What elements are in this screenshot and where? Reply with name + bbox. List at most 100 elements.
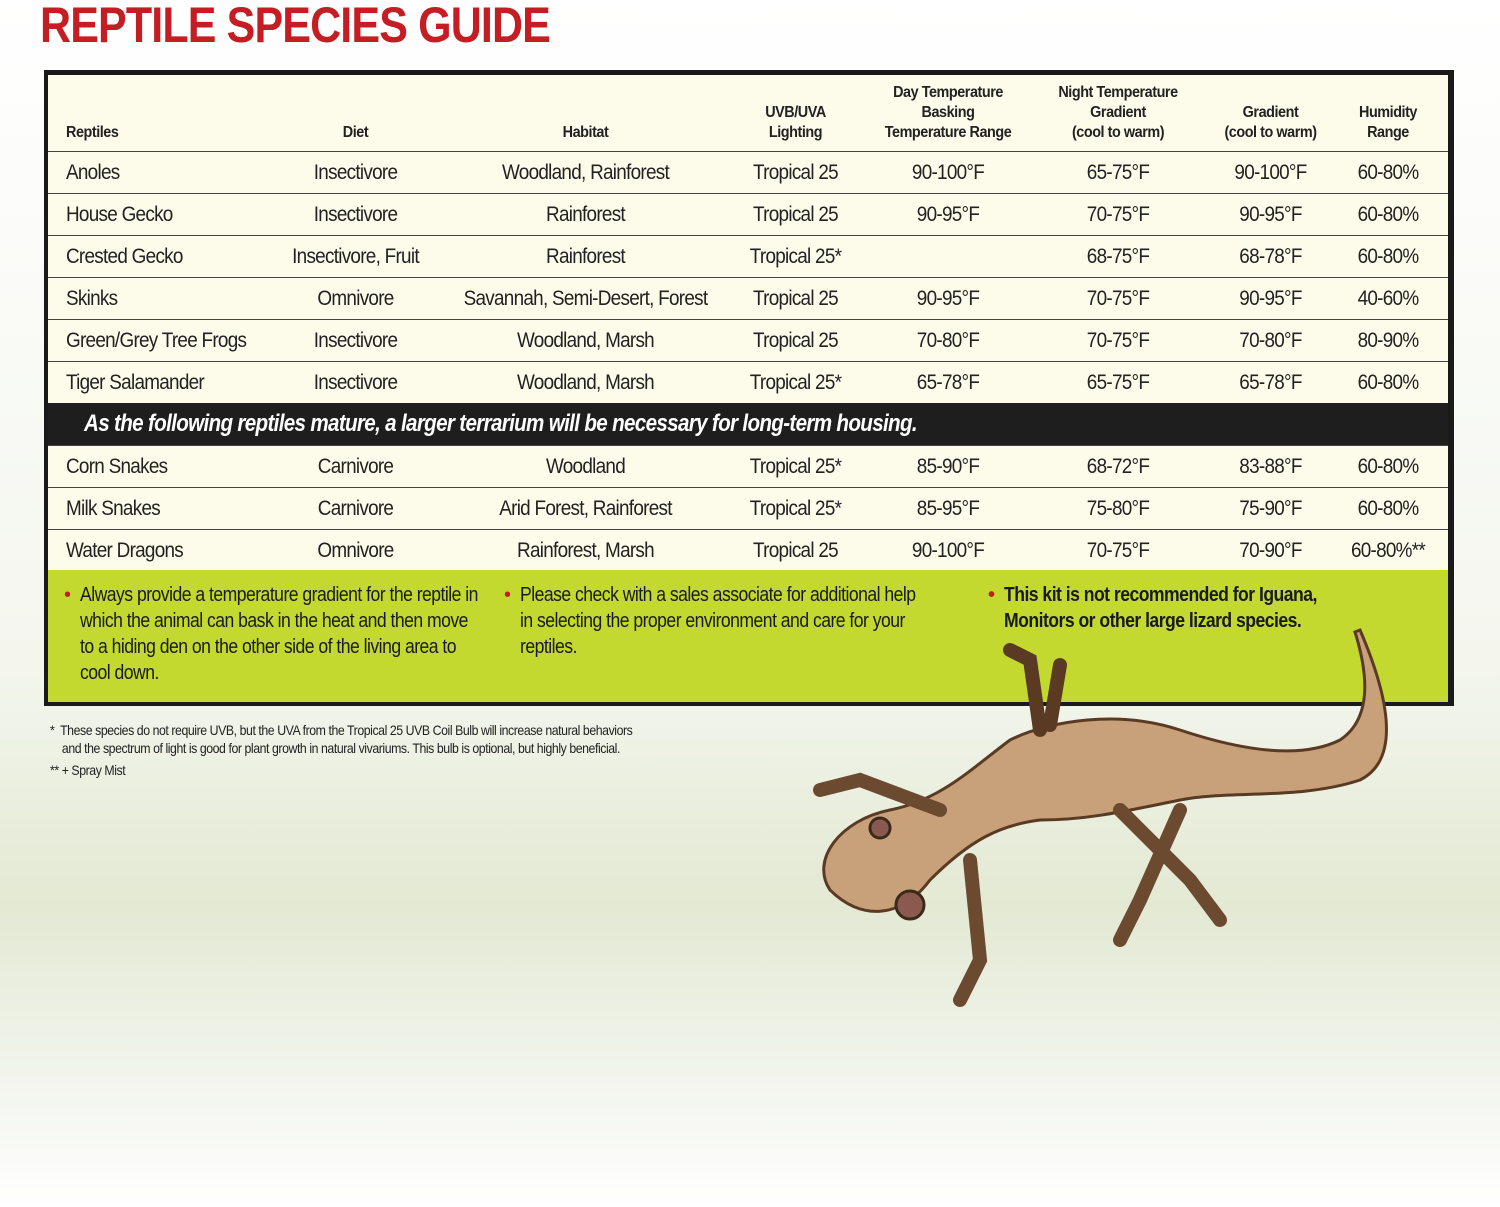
column-header: Gradient (cool to warm) (1205, 75, 1336, 151)
table-row: Skinks Omnivore Savannah, Semi-Desert, For… (48, 277, 1448, 319)
table-cell: 90-95°F (916, 286, 980, 310)
table-cell: Tropical 25 (753, 286, 839, 310)
table-cell: 65-75°F (1086, 370, 1150, 394)
table-cell: 90-100°F (911, 160, 985, 184)
table-cell: Rainforest (546, 244, 626, 268)
table-cell (872, 236, 1025, 277)
column-header: Reptiles (66, 75, 119, 151)
header-line: Gradient (1090, 104, 1146, 121)
notes-panel: • Always provide a temperature gradient f… (48, 570, 1448, 702)
table-cell: 70-80°F (1239, 328, 1302, 352)
table-cell: 75-80°F (1086, 496, 1150, 520)
header-line: (cool to warm) (1224, 124, 1317, 141)
table-cell: Omnivore (317, 286, 394, 310)
header-lines: Habitat (563, 123, 609, 143)
footnote-uvb-cont: and the spectrum of light is good for pl… (50, 740, 620, 756)
table-cell: Insectivore (313, 202, 398, 226)
note-text: Please check with a sales associate for … (520, 584, 916, 658)
column-header: Day Temperature Basking Temperature Range (872, 75, 1025, 151)
table-cell: 68-75°F (1086, 244, 1150, 268)
table-cell: 90-95°F (1239, 202, 1302, 226)
table-cell: 75-90°F (1239, 496, 1302, 520)
header-lines: UVB/UVA Lighting (765, 103, 826, 143)
table-cell: Omnivore (317, 538, 394, 562)
table-cell: Tropical 25* (749, 244, 842, 268)
table-cell: Insectivore, Fruit (292, 244, 419, 268)
table-cell: 90-95°F (1239, 286, 1302, 310)
header-line: Day Temperature (893, 84, 1003, 101)
table-cell: Carnivore (317, 454, 394, 478)
bullet: • (988, 584, 995, 606)
species-table: Reptiles Diet Habitat UVB/UVA Lighting Day Te… (48, 75, 1448, 571)
table-cell: 70-80°F (916, 328, 980, 352)
table-cell: House Gecko (66, 202, 173, 226)
header-row: Reptiles Diet Habitat UVB/UVA Lighting Day Te… (48, 75, 1448, 151)
table-cell: Crested Gecko (66, 244, 183, 268)
header-lines: Reptiles (66, 123, 119, 143)
table-row: Crested Gecko Insectivore, Fruit Rainfores… (48, 235, 1448, 277)
header-line: Lighting (768, 124, 823, 141)
header-line: Basking (921, 104, 975, 121)
column-header: Diet (286, 75, 426, 151)
crested-gecko-image (813, 628, 1388, 1007)
table-cell: Rainforest, Marsh (517, 538, 655, 562)
table-cell: 68-78°F (1239, 244, 1302, 268)
note-text: This kit is not recommended for Iguana, … (1004, 584, 1317, 632)
table-cell: Milk Snakes (66, 496, 161, 520)
table-cell: Tropical 25 (753, 328, 839, 352)
table-cell: 90-100°F (1234, 160, 1307, 184)
table-row: Milk Snakes Carnivore Arid Forest, Rainfor… (48, 487, 1448, 529)
banner-text: As the following reptiles mature, a larg… (84, 410, 918, 437)
table-cell: 60-80% (1357, 496, 1420, 520)
footnote-uvb: * These species do not require UVB, but … (50, 722, 633, 738)
header-line: Gradient (1242, 104, 1299, 121)
note-warning: • This kit is not recommended for Iguana,… (988, 582, 1424, 634)
table-cell: Rainforest (546, 202, 626, 226)
table-row: House Gecko Insectivore Rainforest Tropical… (48, 193, 1448, 235)
bullet: • (504, 584, 511, 606)
column-header: Habitat (457, 75, 714, 151)
table-cell: 65-75°F (1086, 160, 1150, 184)
note-text: Always provide a temperature gradient fo… (80, 584, 478, 684)
table-cell: 90-100°F (911, 538, 985, 562)
header-line: UVB/UVA (765, 104, 826, 121)
table-row: Water Dragons Omnivore Rainforest, Marsh Tr… (48, 529, 1448, 571)
table-cell: 60-80% (1357, 370, 1420, 394)
table-cell: 68-72°F (1086, 454, 1150, 478)
header-line: (cool to warm) (1071, 124, 1165, 141)
header-line: Night Temperature (1058, 84, 1178, 101)
table-cell: 60-80% (1357, 160, 1420, 184)
table-row: Anoles Insectivore Woodland, Rainforest Tro… (48, 151, 1448, 193)
table-cell: Woodland, Marsh (517, 328, 655, 352)
header-lines: Humidity Range (1359, 103, 1417, 143)
table-cell: Insectivore (313, 328, 398, 352)
table-cell: 65-78°F (916, 370, 980, 394)
table-cell: Arid Forest, Rainforest (499, 496, 672, 520)
table-cell: Tropical 25* (749, 370, 842, 394)
bullet: • (64, 584, 71, 606)
table-cell: 65-78°F (1239, 370, 1302, 394)
table-cell: Woodland, Rainforest (501, 160, 670, 184)
table-cell: 70-75°F (1086, 328, 1150, 352)
column-header: Night Temperature Gradient (cool to warm) (1042, 75, 1195, 151)
table-cell: 70-75°F (1086, 538, 1150, 562)
table-cell: 40-60% (1357, 286, 1420, 310)
table-cell: 60-80% (1357, 244, 1420, 268)
note-gradient: • Always provide a temperature gradient f… (64, 582, 540, 686)
table-cell: Corn Snakes (66, 454, 168, 478)
header-line: Range (1367, 124, 1409, 141)
table-cell: Insectivore (313, 160, 398, 184)
table-cell: 90-95°F (916, 202, 980, 226)
column-header: UVB/UVA Lighting (735, 75, 857, 151)
page-title: REPTILE SPECIES GUIDE (40, 0, 551, 53)
table-cell: Anoles (66, 160, 120, 184)
table-cell: Tiger Salamander (66, 370, 205, 394)
header-line: Humidity (1358, 104, 1417, 121)
table-row: Green/Grey Tree Frogs Insectivore Woodland… (48, 319, 1448, 361)
table-cell: Skinks (66, 286, 118, 310)
column-header: Humidity Range (1343, 75, 1433, 151)
table-cell: Water Dragons (66, 538, 184, 562)
table-cell: 70-75°F (1086, 286, 1150, 310)
header-line: Reptiles (66, 124, 119, 141)
header-line: Habitat (562, 124, 609, 141)
